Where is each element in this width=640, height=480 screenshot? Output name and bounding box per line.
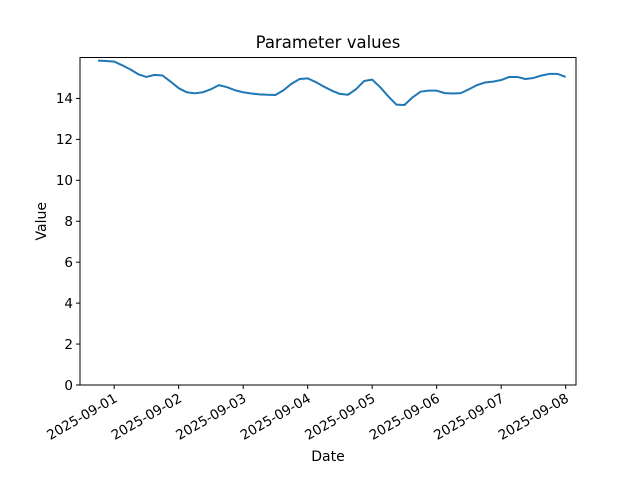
x-axis-ticks: 2025-09-012025-09-022025-09-032025-09-04… (44, 385, 572, 444)
y-tick-label: 12 (56, 132, 73, 148)
x-tick-label: 2025-09-06 (367, 391, 443, 444)
chart-title: Parameter values (256, 33, 401, 52)
y-tick-label: 8 (64, 214, 73, 230)
x-tick-label: 2025-09-02 (109, 391, 185, 444)
y-axis-ticks: 0 2 4 6 8 10 12 14 (56, 91, 80, 394)
plot-frame (79, 57, 577, 386)
x-tick-label: 2025-09-08 (496, 391, 572, 444)
x-tick-label: 2025-09-05 (302, 391, 378, 444)
y-tick-label: 10 (56, 173, 73, 189)
y-tick-label: 0 (64, 378, 73, 394)
x-tick-label: 2025-09-04 (238, 391, 314, 444)
series-line-parameter-values (98, 59, 567, 106)
y-tick-label: 2 (64, 337, 73, 353)
x-tick-label: 2025-09-07 (431, 391, 507, 444)
y-tick-label: 14 (56, 91, 73, 107)
y-tick-label: 6 (64, 255, 73, 271)
x-tick-label: 2025-09-01 (44, 391, 120, 444)
y-axis-label: Value (34, 202, 50, 240)
x-axis-label: Date (311, 449, 344, 465)
y-tick-label: 4 (64, 296, 73, 312)
data-series-group (98, 59, 567, 106)
x-tick-label: 2025-09-03 (173, 391, 249, 444)
